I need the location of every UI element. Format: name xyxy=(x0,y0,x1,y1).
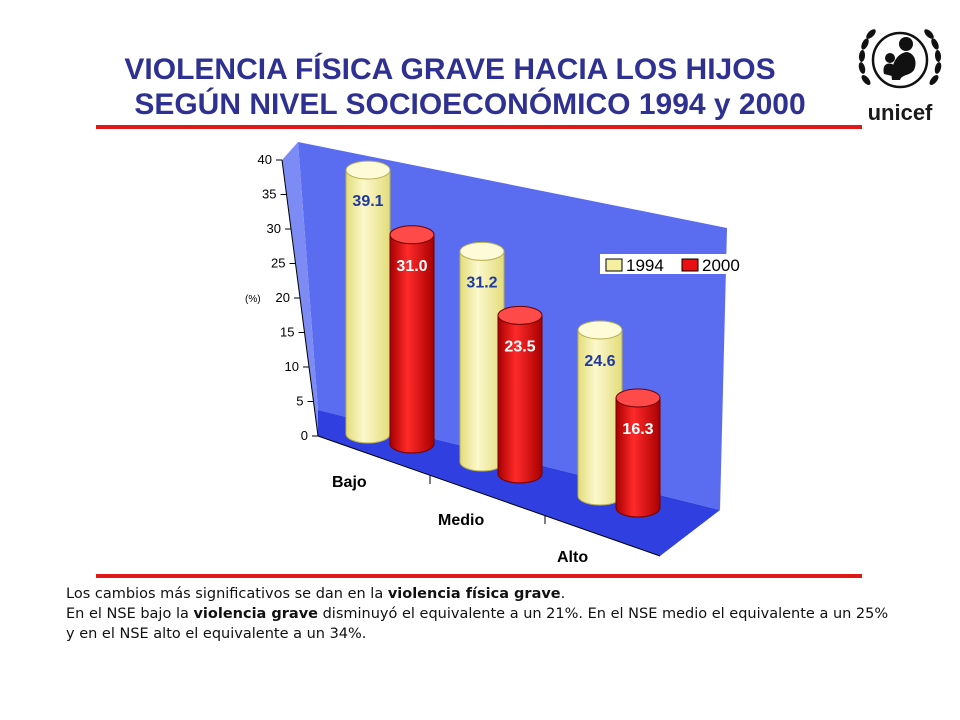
data-label: 16.3 xyxy=(622,421,653,438)
legend-label-1994: 1994 xyxy=(626,256,664,275)
bar-alto-1994: 24.6 xyxy=(577,320,623,506)
note-emphasis: violencia grave xyxy=(193,606,318,622)
legend-swatch-2000 xyxy=(681,258,699,272)
bar-bajo-1994: 39.1 xyxy=(345,160,391,444)
bar-alto-2000: 16.3 xyxy=(615,388,661,518)
x-axis-line xyxy=(317,435,661,557)
bar-medio-2000: 23.5 xyxy=(497,305,543,484)
y-tick-label: 40 xyxy=(258,152,272,167)
legend-box xyxy=(600,254,748,274)
bar-medio-1994: 31.2 xyxy=(459,241,505,472)
data-label: 31.0 xyxy=(396,258,427,275)
note-text: disminuyó el equivalente a un 21%. En el… xyxy=(66,606,889,642)
note-text: Los cambios más significativos se dan en… xyxy=(66,586,388,602)
y-tick-label: 20 xyxy=(276,290,290,305)
unicef-wordmark: unicef xyxy=(867,100,933,125)
bar-top xyxy=(459,241,505,261)
title-underline xyxy=(96,125,862,129)
bar-top xyxy=(389,225,435,245)
unicef-logo: unicef xyxy=(852,22,948,132)
data-label: 31.2 xyxy=(466,274,497,291)
y-tick-label: 25 xyxy=(271,256,285,271)
note-text: En el NSE bajo la xyxy=(66,606,194,622)
y-axis-label: (%) xyxy=(245,294,261,305)
commentary-paragraph-1: Los cambios más significativos se dan en… xyxy=(66,584,896,604)
data-label: 24.6 xyxy=(584,353,615,370)
y-tick-label: 0 xyxy=(301,428,308,443)
legend-label-2000: 2000 xyxy=(702,256,740,275)
bar-body xyxy=(345,169,391,444)
x-tick-label: Alto xyxy=(557,549,588,566)
y-tick-label: 30 xyxy=(267,221,281,236)
category-labels: Bajo Medio Alto xyxy=(332,474,588,566)
y-tick-label: 10 xyxy=(285,359,299,374)
data-label: 23.5 xyxy=(504,338,535,355)
unicef-emblem-icon xyxy=(858,29,942,89)
bar-top xyxy=(497,305,543,325)
bar-top xyxy=(577,320,623,340)
legend-swatch-1994 xyxy=(605,258,623,272)
x-tick-label: Medio xyxy=(438,512,484,529)
y-tick-label: 15 xyxy=(280,325,294,340)
bar-body xyxy=(615,397,661,518)
commentary-text: Los cambios más significativos se dan en… xyxy=(66,584,896,644)
y-tick-label: 5 xyxy=(296,394,303,409)
y-axis: 0 5 10 15 20 25 30 35 40 xyxy=(258,152,318,443)
bars: 39.1 31.0 31.2 23.5 24.6 16.3 xyxy=(345,160,661,518)
data-label: 39.1 xyxy=(352,193,383,210)
y-tick-label: 35 xyxy=(262,187,276,202)
legend: 1994 2000 xyxy=(600,254,748,275)
note-text: . xyxy=(560,586,566,602)
bottom-rule xyxy=(96,574,862,578)
x-tick-label: Bajo xyxy=(332,474,367,491)
bar-body xyxy=(389,234,435,454)
bar-bajo-2000: 31.0 xyxy=(389,225,435,454)
page-title-line-2: SEGÚN NIVEL SOCIOECONÓMICO 1994 y 2000 xyxy=(134,88,806,121)
bar-top xyxy=(345,160,391,180)
page-title-line-1: VIOLENCIA FÍSICA GRAVE HACIA LOS HIJOS xyxy=(124,53,776,86)
note-emphasis: violencia física grave xyxy=(387,586,561,602)
chart-side-wall xyxy=(282,142,318,436)
bar-body xyxy=(497,314,543,484)
bar-top xyxy=(615,388,661,408)
commentary-paragraph-2: En el NSE bajo la violencia grave dismin… xyxy=(66,604,896,644)
